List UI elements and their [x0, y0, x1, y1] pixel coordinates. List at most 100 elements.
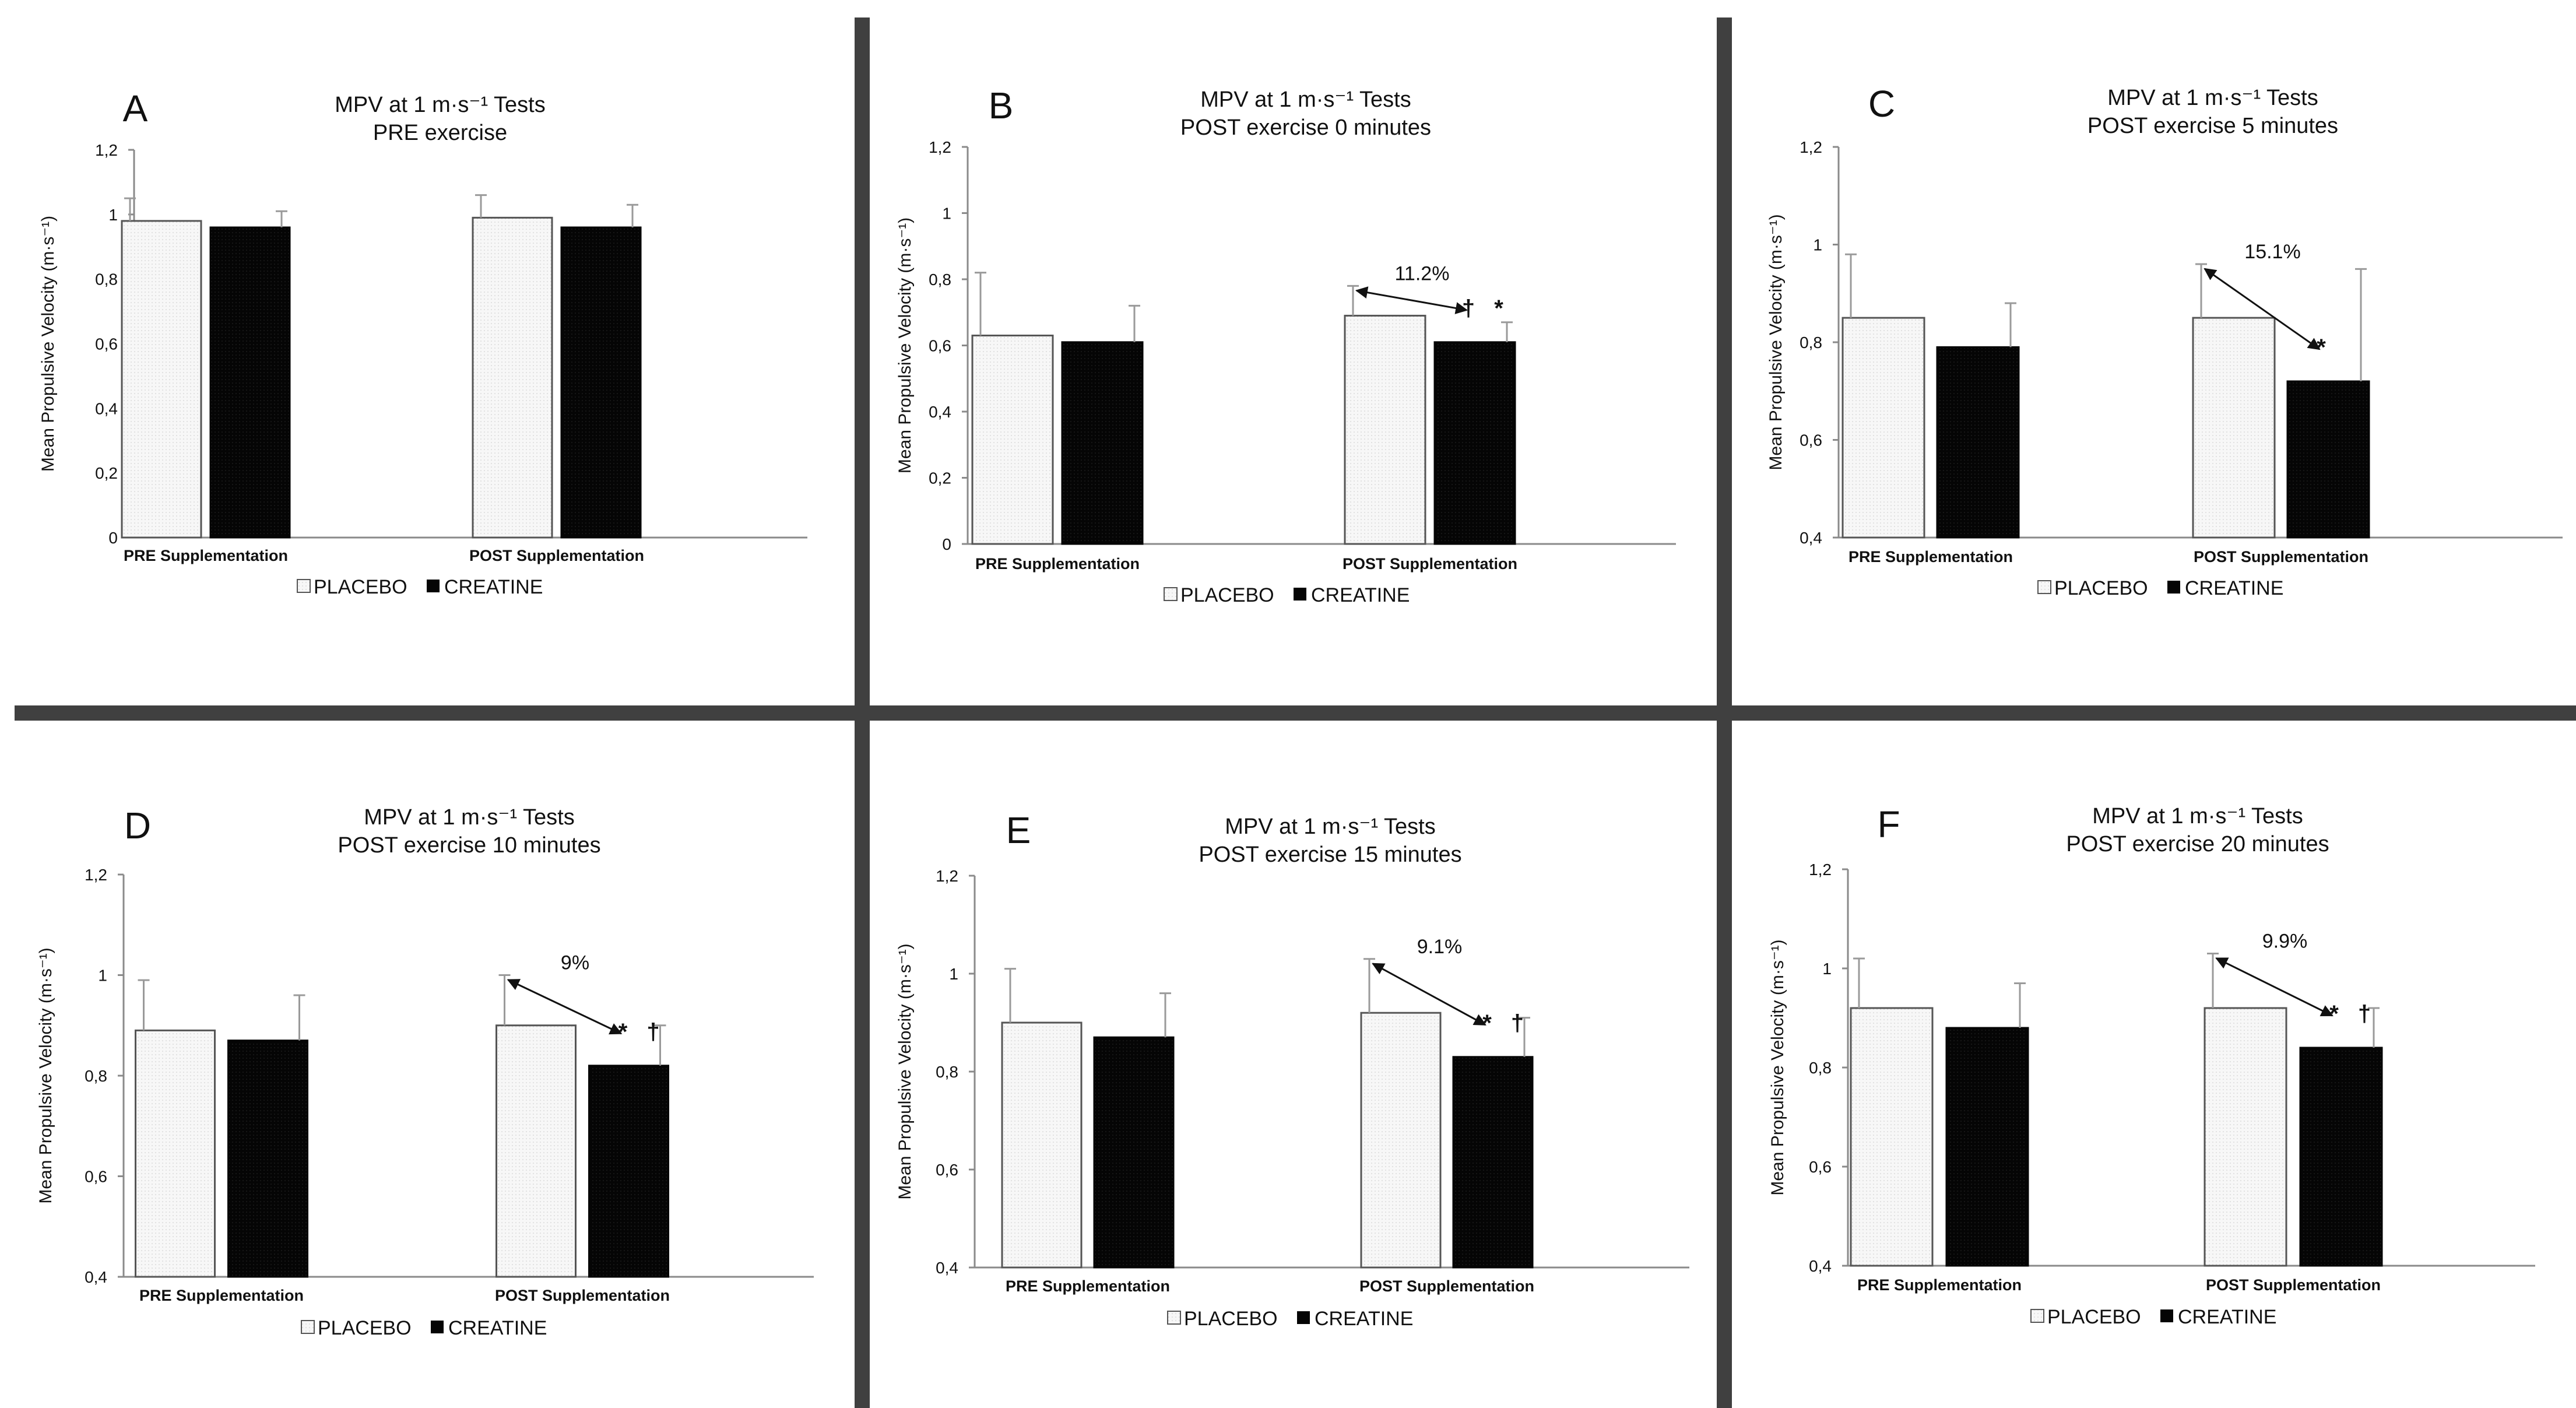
- creatine-bar-post: [2299, 1047, 2383, 1267]
- y-tick-label: 0,8: [936, 1063, 958, 1081]
- placebo-bar-post: [2192, 317, 2276, 539]
- y-tick-label: 0,8: [95, 271, 118, 289]
- x-category-label: POST Supplementation: [495, 1287, 670, 1304]
- placebo-bar-post: [1344, 314, 1426, 545]
- creatine-bar-pre: [1936, 346, 2020, 539]
- chart-title-line1: MPV at 1 m·s⁻¹ Tests: [1200, 87, 1411, 112]
- percent-change-label: 9%: [561, 952, 589, 974]
- panel-letter-c: C: [1868, 83, 1895, 125]
- legend-placebo-swatch: [1164, 587, 1178, 601]
- y-tick-label: 1,2: [929, 138, 951, 156]
- significance-arrow: [507, 979, 623, 1035]
- panel-f: F MPV at 1 m·s⁻¹ Tests POST exercise 20 mi…: [1732, 721, 2576, 1408]
- y-axis-label: Mean Propulsive Velocity (m·s⁻¹): [895, 943, 915, 1199]
- panel-c: C MPV at 1 m·s⁻¹ Tests POST exercise 5 min…: [1732, 0, 2576, 705]
- y-tick-label: 0,2: [929, 469, 951, 487]
- y-tick-label: 0,6: [95, 335, 118, 353]
- legend-placebo-label: PLACEBO: [2047, 1306, 2141, 1328]
- creatine-bar-post: [1433, 341, 1516, 545]
- legend-placebo-swatch: [301, 1320, 315, 1334]
- y-axis-label: Mean Propulsive Velocity (m·s⁻¹): [36, 947, 55, 1203]
- chart-title-line2: POST exercise 10 minutes: [338, 833, 600, 858]
- placebo-bar-pre: [135, 1029, 216, 1278]
- y-tick-label: 1: [942, 205, 951, 223]
- legend-creatine-swatch: [1297, 1311, 1310, 1324]
- placebo-bar-post: [1360, 1012, 1442, 1269]
- legend-creatine-swatch: [431, 1321, 444, 1333]
- creatine-bar-post: [588, 1065, 669, 1278]
- panel-b: B MPV at 1 m·s⁻¹ Tests POST exercise 0 min…: [870, 0, 1717, 705]
- significance-asterisk: *: [2329, 1001, 2339, 1027]
- chart-title-line1: MPV at 1 m·s⁻¹ Tests: [1225, 814, 1435, 839]
- x-category-label: PRE Supplementation: [139, 1287, 304, 1304]
- x-category-label: PRE Supplementation: [1006, 1277, 1170, 1295]
- y-tick-label: 0,4: [1800, 529, 1822, 547]
- y-tick-label: 0,8: [85, 1067, 107, 1085]
- panel-letter-b: B: [989, 85, 1014, 127]
- y-tick-label: 0,4: [936, 1259, 958, 1277]
- x-category-label: POST Supplementation: [2194, 548, 2368, 566]
- legend-placebo-swatch: [2030, 1309, 2044, 1323]
- significance-dagger: †: [1511, 1010, 1524, 1036]
- creatine-bar-pre: [227, 1040, 308, 1278]
- y-tick-label: 1: [1822, 960, 1832, 978]
- chart-title-line1: MPV at 1 m·s⁻¹ Tests: [2107, 86, 2318, 110]
- y-tick-label: 0,8: [1800, 333, 1822, 352]
- legend-creatine-label: CREATINE: [1311, 584, 1410, 606]
- significance-arrow: [2204, 268, 2321, 350]
- panel-e: E MPV at 1 m·s⁻¹ Tests POST exercise 15 mi…: [870, 721, 1717, 1408]
- legend-creatine-label: CREATINE: [2178, 1306, 2276, 1328]
- significance-dagger: †: [2358, 1001, 2371, 1027]
- placebo-bar-post: [495, 1024, 577, 1278]
- creatine-bar-pre: [209, 226, 291, 539]
- x-category-label: POST Supplementation: [1359, 1277, 1534, 1295]
- legend-placebo-label: PLACEBO: [1184, 1308, 1278, 1330]
- y-tick-label: 1: [1813, 236, 1822, 254]
- y-tick-label: 0,6: [85, 1168, 107, 1186]
- legend-creatine-label: CREATINE: [1315, 1308, 1413, 1330]
- y-tick-label: 1: [98, 967, 107, 985]
- significance-arrow: [2215, 957, 2333, 1017]
- creatine-bar-post: [1452, 1056, 1534, 1269]
- y-tick-label: 0: [108, 529, 118, 547]
- panel-letter-d: D: [124, 805, 151, 847]
- legend-placebo-label: PLACEBO: [314, 576, 407, 598]
- legend-creatine-label: CREATINE: [448, 1317, 547, 1339]
- y-tick-label: 0,4: [1809, 1257, 1832, 1275]
- panel-letter-f: F: [1877, 803, 1900, 845]
- significance-dagger: †: [1462, 296, 1475, 321]
- creatine-bar-pre: [1061, 341, 1144, 545]
- legend-creatine-swatch: [2160, 1309, 2173, 1322]
- chart-title-line1: MPV at 1 m·s⁻¹ Tests: [2092, 804, 2303, 828]
- creatine-bar-post: [2286, 380, 2370, 539]
- creatine-bar-pre: [1093, 1036, 1175, 1269]
- legend-creatine-label: CREATINE: [2185, 577, 2283, 599]
- placebo-bar-pre: [1001, 1021, 1083, 1269]
- x-category-label: PRE Supplementation: [124, 547, 288, 564]
- y-tick-label: 0,6: [936, 1161, 958, 1179]
- placebo-bar-pre: [121, 220, 202, 539]
- x-category-label: PRE Supplementation: [1848, 548, 2013, 566]
- percent-change-label: 9.9%: [2262, 931, 2308, 953]
- y-tick-label: 0,6: [1809, 1158, 1832, 1176]
- placebo-bar-pre: [1841, 317, 1925, 539]
- y-tick-label: 1: [108, 206, 118, 224]
- x-category-label: POST Supplementation: [1343, 555, 1517, 573]
- percent-change-label: 9.1%: [1417, 936, 1463, 958]
- significance-asterisk: *: [1482, 1010, 1492, 1036]
- panel-letter-a: A: [123, 87, 148, 129]
- legend-placebo-label: PLACEBO: [1180, 584, 1274, 606]
- placebo-bar-post: [2204, 1007, 2287, 1267]
- legend-placebo-swatch: [1167, 1311, 1181, 1325]
- panel-a: A MPV at 1 m·s⁻¹ Tests PRE exercise Mean Pr…: [0, 0, 855, 705]
- legend-placebo-swatch: [2037, 580, 2051, 594]
- x-category-label: POST Supplementation: [469, 547, 644, 564]
- y-tick-label: 1,2: [1800, 138, 1822, 156]
- y-axis-label: Mean Propulsive Velocity (m·s⁻¹): [1768, 939, 1787, 1195]
- significance-arrow: [1355, 286, 1468, 314]
- legend-creatine-swatch: [2167, 581, 2180, 594]
- y-tick-label: 0,8: [1809, 1059, 1832, 1077]
- placebo-bar-post: [472, 216, 553, 539]
- y-tick-label: 1,2: [936, 867, 958, 885]
- creatine-bar-post: [560, 226, 642, 539]
